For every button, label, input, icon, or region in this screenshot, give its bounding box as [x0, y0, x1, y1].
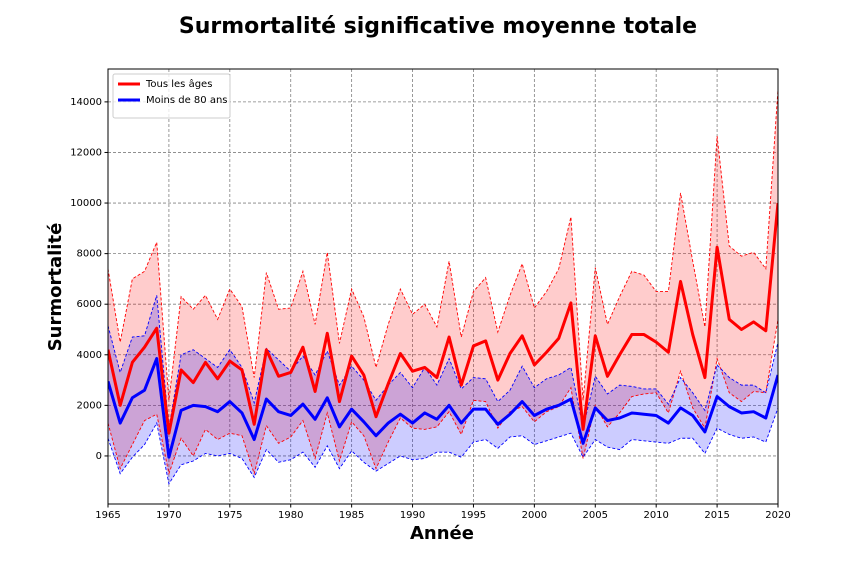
x-tick-label: 2020: [765, 510, 790, 521]
bound-line: [108, 89, 778, 401]
x-tick-label: 2015: [704, 510, 729, 521]
y-tick-label: 12000: [70, 147, 102, 158]
x-tick-label: 2005: [583, 510, 608, 521]
bound-line: [108, 295, 778, 429]
legend-label: Moins de 80 ans: [146, 95, 228, 106]
plot-area: [108, 89, 778, 485]
legend-label: Tous les âges: [145, 78, 212, 90]
x-tick-label: 2000: [522, 510, 547, 521]
x-tick-label: 1985: [339, 510, 364, 521]
chart-title: Surmortalité significative moyenne total…: [179, 14, 697, 39]
x-tick-label: 1980: [278, 510, 303, 521]
x-tick-label: 2010: [643, 510, 668, 521]
axes: 1965 1970 1975 1980 1985 1990 1995 2000 2005 2010…: [70, 97, 791, 521]
y-tick-label: 6000: [77, 299, 102, 310]
y-tick-label: 0: [96, 451, 102, 462]
legend-box: [112, 73, 231, 119]
confidence-band: [108, 89, 778, 474]
plot-frame: [107, 68, 779, 505]
bound-line: [108, 407, 778, 485]
legend: Tous les âges Moins de 80 ans: [112, 73, 231, 119]
x-tick-label: 1965: [95, 510, 120, 521]
y-tick-label: 10000: [70, 198, 102, 209]
x-tick-label: 1975: [217, 510, 242, 521]
y-tick-label: 8000: [77, 249, 102, 260]
mean-line: [108, 202, 778, 435]
x-tick-label: 1995: [461, 510, 486, 521]
x-tick-label: 1970: [156, 510, 181, 521]
confidence-band: [108, 295, 778, 484]
mean-line: [108, 357, 778, 459]
bound-line: [108, 319, 778, 476]
grid: [107, 69, 779, 504]
y-tick-label: 4000: [77, 350, 102, 361]
y-tick-label: 2000: [77, 400, 102, 411]
y-axis-label: Surmortalité: [45, 223, 66, 352]
y-tick-label: 14000: [70, 97, 102, 108]
x-axis-label: Année: [410, 523, 474, 544]
x-tick-label: 1990: [400, 510, 425, 521]
